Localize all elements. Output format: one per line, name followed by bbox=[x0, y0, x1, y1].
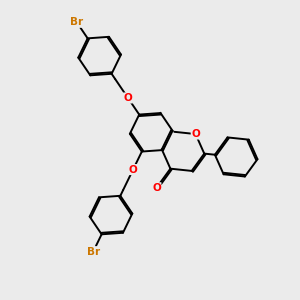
Text: O: O bbox=[191, 129, 200, 139]
Text: O: O bbox=[129, 165, 137, 175]
Text: O: O bbox=[152, 183, 161, 193]
Text: Br: Br bbox=[70, 17, 83, 27]
Text: Br: Br bbox=[87, 247, 100, 257]
Text: O: O bbox=[124, 93, 132, 103]
